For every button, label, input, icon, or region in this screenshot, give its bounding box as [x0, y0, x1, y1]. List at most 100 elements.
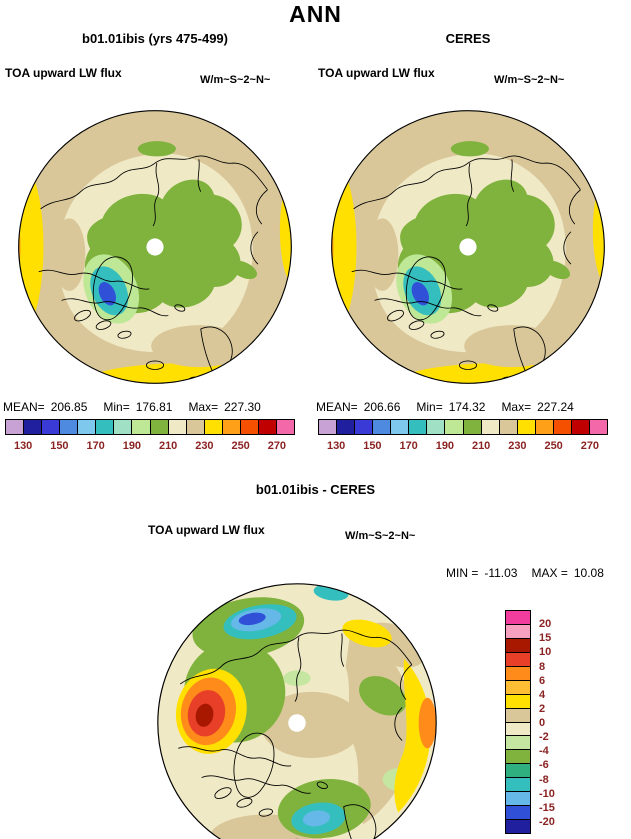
colorbar-tick-label: 250 [544, 440, 563, 452]
model-variable-label: TOA upward LW flux [5, 66, 122, 80]
colorbar-segment [275, 420, 294, 434]
colorbar-tick-label: 210 [158, 440, 178, 452]
colorbar-segment [506, 735, 530, 750]
obs-units-label: W/m~S~2~N~ [494, 74, 565, 86]
colorbar-segment [506, 611, 530, 624]
colorbar-tick-label: 15 [539, 632, 552, 645]
colorbar-tick-label: 4 [539, 688, 546, 701]
model-max-value: 227.30 [224, 400, 261, 414]
obs-min-value: 174.32 [448, 400, 486, 414]
colorbar-segment [131, 420, 150, 434]
colorbar-tick-label: 230 [195, 440, 214, 452]
colorbar-tick-label: 8 [539, 660, 546, 673]
obs-mean-label: MEAN= [316, 400, 358, 414]
colorbar-tick-label: 250 [231, 440, 250, 452]
difference-min-value: -11.03 [484, 566, 518, 580]
colorbar-segment [354, 420, 373, 434]
obs-max-label: Max= [501, 400, 532, 414]
colorbar-segments [505, 610, 531, 834]
model-mean-label: MEAN= [3, 400, 45, 414]
colorbar-segment [534, 420, 553, 434]
colorbar-tick-label: -20 [539, 815, 555, 828]
colorbar-segment [506, 637, 530, 652]
map-difference [158, 582, 436, 839]
page-title: ANN [289, 1, 342, 27]
model-units-label: W/m~S~2~N~ [200, 74, 271, 86]
colorbar-tick-label: 190 [122, 440, 142, 452]
colorbar-segment [59, 420, 78, 434]
difference-colorbar: 20 15 10 8 6 4 2 0 -2 -4 -6 -8 -10 -15 -20 [505, 610, 585, 836]
model-panel-title: b01.01ibis (yrs 475-499) [82, 31, 228, 46]
model-max-label: Max= [188, 400, 219, 414]
colorbar-tick-label: -6 [539, 759, 549, 772]
colorbar-tick-label: 170 [86, 440, 105, 452]
colorbar-tick-label: 270 [580, 440, 600, 452]
colorbar-tick-label: 130 [13, 440, 33, 452]
colorbar-segment [336, 420, 355, 434]
difference-units-label: W/m~S~2~N~ [345, 530, 416, 542]
map-observations [303, 111, 625, 417]
difference-max-label: MAX = [531, 566, 568, 580]
colorbar-segment [462, 420, 481, 434]
difference-minmax-row: MIN = -11.03 MAX = 10.08 [446, 566, 618, 580]
map-model [0, 111, 312, 417]
colorbar-tick-label: 230 [508, 440, 527, 452]
colorbar-segment [149, 420, 168, 434]
colorbar-tick-label: 0 [539, 717, 546, 729]
colorbar-segment [506, 777, 530, 792]
colorbar-segment [319, 420, 337, 434]
colorbar-segment [506, 749, 530, 764]
obs-min-label: Min= [416, 400, 443, 414]
colorbar-segment [23, 420, 42, 434]
colorbar-segment [506, 707, 530, 722]
colorbar-segment [506, 763, 530, 778]
colorbar-segment [516, 420, 535, 434]
colorbar-segment [95, 420, 114, 434]
colorbar-segment [257, 420, 276, 434]
obs-variable-label: TOA upward LW flux [318, 66, 435, 80]
colorbar-segment [506, 665, 530, 680]
colorbar-tick-label: 150 [50, 440, 69, 452]
colorbar-segment [506, 623, 530, 638]
model-stats-row: MEAN= 206.85 Min= 176.81 Max= 227.30 [3, 400, 277, 414]
colorbar-segments [318, 419, 608, 435]
colorbar-tick-label: 150 [363, 440, 382, 452]
colorbar-segment [588, 420, 607, 434]
obs-mean-value: 206.66 [363, 400, 401, 414]
colorbar-tick-label: -2 [539, 731, 549, 744]
colorbar-segment [506, 651, 530, 666]
colorbar-segment [41, 420, 60, 434]
colorbar-segment [113, 420, 132, 434]
colorbar-segment [480, 420, 499, 434]
colorbar-segment [506, 791, 530, 806]
obs-max-value: 227.24 [537, 400, 574, 414]
colorbar-segment [506, 693, 530, 708]
model-min-label: Min= [103, 400, 130, 414]
colorbar-segment [552, 420, 571, 434]
colorbar-segment [570, 420, 589, 434]
colorbar-tick-label: 10 [539, 646, 552, 659]
colorbar-tick-label: 6 [539, 674, 546, 687]
obs-stats-row: MEAN= 206.66 Min= 174.32 Max= 227.24 [316, 400, 590, 414]
colorbar-segment [203, 420, 222, 434]
colorbar-segment [506, 679, 530, 694]
colorbar-tick-label: 210 [471, 440, 491, 452]
colorbar-segment [426, 420, 445, 434]
colorbar-tick-label: 20 [539, 618, 552, 631]
colorbar-segment [77, 420, 96, 434]
colorbar-segment [498, 420, 517, 434]
difference-variable-label: TOA upward LW flux [148, 523, 265, 537]
difference-panel-title: b01.01ibis - CERES [255, 482, 376, 497]
colorbar-segments [5, 419, 295, 435]
colorbar-segment [506, 819, 530, 833]
colorbar-segment [372, 420, 391, 434]
colorbar-tick-label: -4 [539, 745, 549, 758]
colorbar-tick-label: 2 [539, 702, 546, 715]
colorbar-segment [506, 721, 530, 736]
colorbar-segment [221, 420, 240, 434]
model-min-value: 176.81 [135, 400, 173, 414]
colorbar-segment [239, 420, 258, 434]
difference-max-value: 10.08 [573, 566, 604, 580]
obs-panel-title: CERES [445, 31, 491, 46]
model-mean-value: 206.85 [50, 400, 88, 414]
